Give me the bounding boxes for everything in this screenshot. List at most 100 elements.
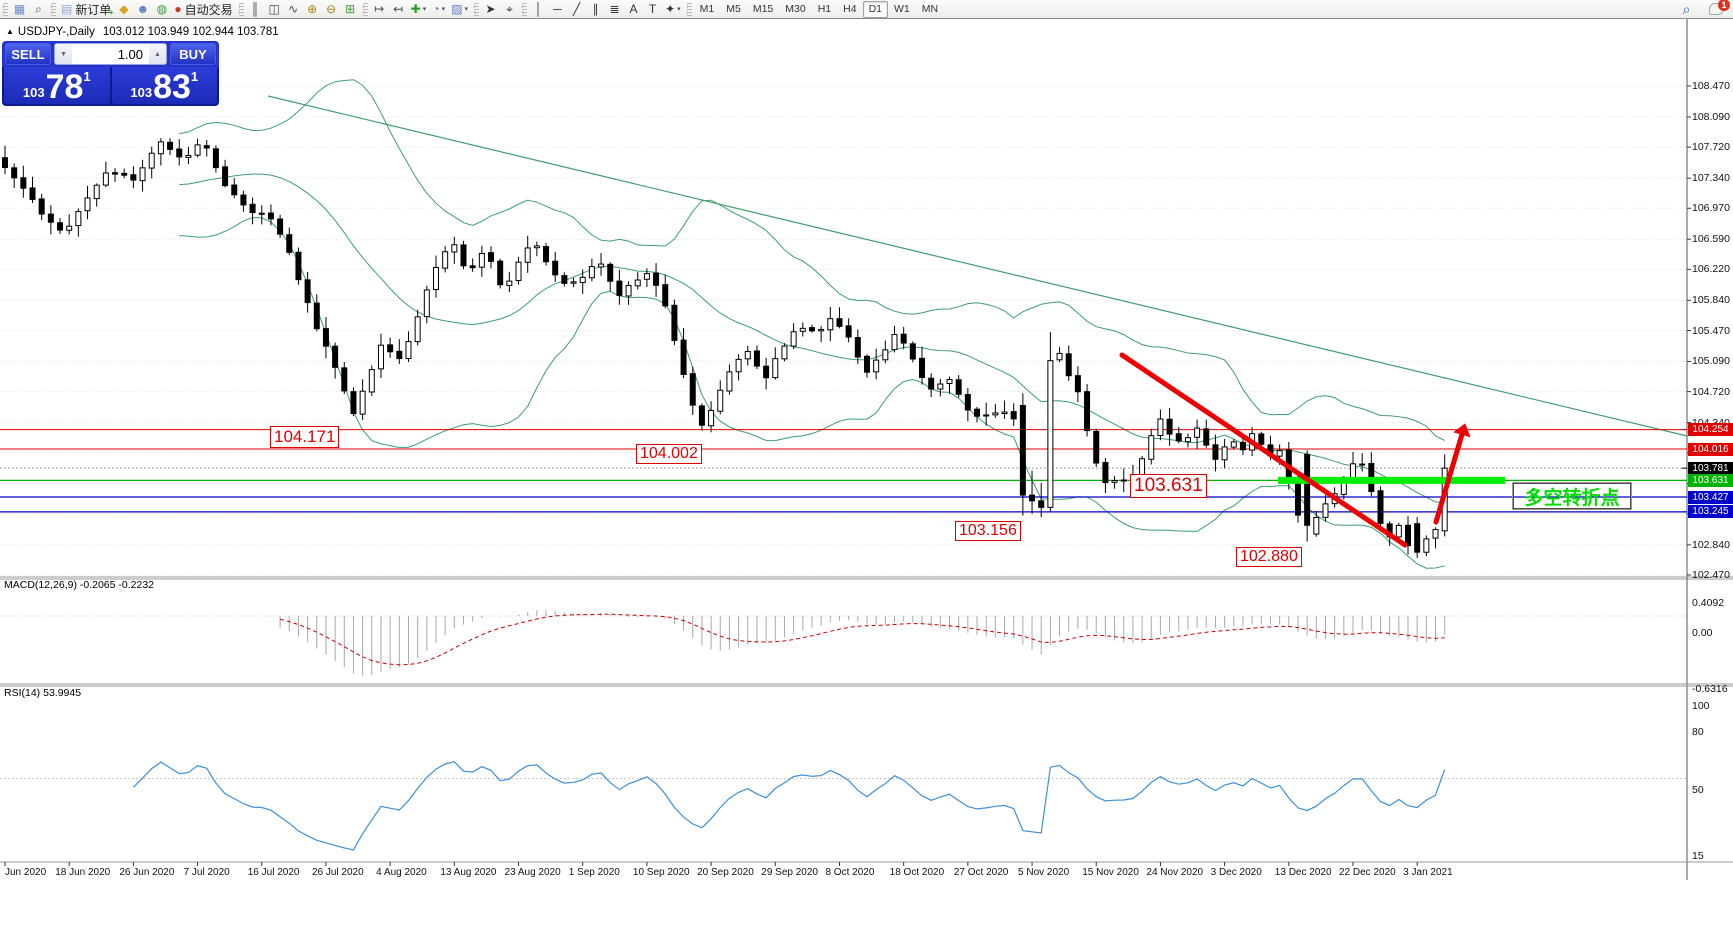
volume-input[interactable]: 1.00 — [117, 46, 143, 62]
timeframe-button-m5[interactable]: M5 — [726, 3, 741, 15]
candle-body — [157, 141, 164, 155]
crosshair-button[interactable]: ⌖ — [500, 1, 519, 18]
candle-body — [1258, 433, 1265, 445]
toolbar-grip — [238, 2, 244, 16]
down-trend-annotation[interactable] — [1119, 352, 1408, 548]
volume-increase-button[interactable]: ▲ — [149, 44, 166, 64]
date-label: 4 Aug 2020 — [376, 867, 427, 878]
channel-button[interactable]: ∥ — [586, 1, 605, 18]
auto-scroll-button[interactable]: ↦ — [370, 1, 389, 18]
date-label: 13 Dec 2020 — [1274, 867, 1332, 878]
rsi-scale-label: 50 — [1692, 784, 1704, 796]
timeframe-button-w1[interactable]: W1 — [894, 3, 910, 15]
autotrade-button[interactable]: ● 自动交易 — [171, 1, 235, 18]
price-tick-label: 105.470 — [1692, 324, 1730, 337]
timeframe-button-d1[interactable]: D1 — [862, 0, 889, 18]
price-level-label[interactable]: 104.002 — [636, 444, 702, 465]
zoom-out-button[interactable]: ⊖ — [322, 1, 341, 18]
chart-window-button[interactable]: ▦ — [10, 1, 29, 18]
periods-button[interactable]: ◔ ▾ — [429, 1, 448, 18]
fibonacci-button[interactable]: ≣ — [605, 1, 624, 18]
date-label: 8 Oct 2020 — [825, 867, 875, 878]
timeframe-button-mn[interactable]: MN — [921, 3, 939, 15]
candle-body — [616, 280, 623, 296]
sell-button[interactable]: SELL — [5, 43, 51, 65]
timeframe-button-h4[interactable]: H4 — [843, 3, 857, 15]
preview-button[interactable]: ⌕ — [29, 1, 48, 18]
candle-body — [543, 246, 550, 263]
macd-scale-label: 0.00 — [1692, 627, 1713, 639]
arrows-button[interactable]: ✦ ▾ — [662, 1, 684, 18]
notifications-button[interactable]: 1 — [1706, 0, 1730, 18]
candlestick-chart-button[interactable]: ◫ — [265, 1, 284, 18]
indicator-paint-icon: ◆ — [119, 2, 129, 16]
zoom-out-icon: ⊖ — [326, 2, 337, 16]
vertical-line-button[interactable]: │ — [529, 1, 548, 18]
candle-body — [139, 167, 146, 182]
price-level-label[interactable]: 103.156 — [955, 521, 1021, 542]
sell-price-box[interactable]: 103 78 1 — [4, 67, 110, 104]
preview-icon: ⌕ — [35, 2, 42, 16]
indicators-button[interactable]: ✚ ▾ — [408, 1, 430, 18]
chart-canvas[interactable] — [0, 19, 1733, 945]
candle-body — [368, 369, 375, 393]
new-order-button[interactable]: ▤ + 新订单 — [58, 1, 114, 18]
line-chart-button[interactable]: ∿ — [284, 1, 303, 18]
trendline-button[interactable]: ╱ — [567, 1, 586, 18]
candle-body — [1184, 437, 1191, 443]
date-label: 15 Nov 2020 — [1082, 867, 1139, 878]
collapse-panel-icon[interactable]: ▲ — [6, 27, 14, 36]
cursor-button[interactable]: ➤ — [481, 1, 500, 18]
chevron-down-icon: ▾ — [441, 6, 446, 13]
indicator-paint-button[interactable]: ◆ — [114, 1, 133, 18]
new-order-icon: ▤ — [61, 2, 73, 16]
ohlc-values: 103.012 103.949 102.944 103.781 — [102, 26, 279, 38]
signal-button[interactable]: ◍ — [152, 1, 171, 18]
buy-button[interactable]: BUY — [170, 43, 216, 65]
zoom-in-button[interactable]: ⊕ — [303, 1, 322, 18]
price-level-label[interactable]: 103.631 — [1130, 474, 1207, 498]
timeframe-button-m15[interactable]: M15 — [752, 3, 774, 15]
bar-chart-button[interactable]: ║ — [246, 1, 265, 18]
candle-body — [359, 390, 366, 415]
profile-button[interactable]: ☻ — [133, 1, 152, 18]
candle-body — [1349, 463, 1356, 479]
tile-windows-button[interactable]: ⊞ — [341, 1, 360, 18]
search-button[interactable]: ⌕ — [1677, 1, 1696, 18]
candle-body — [643, 273, 650, 280]
date-label: 23 Aug 2020 — [504, 867, 561, 878]
descending-trendline[interactable] — [267, 95, 1688, 437]
candle-body — [625, 284, 632, 297]
chart-window[interactable]: ▲ USDJPY-,Daily 103.012 103.949 102.944 10… — [0, 19, 1733, 945]
text-button[interactable]: A — [624, 1, 643, 18]
candle-body — [598, 263, 605, 268]
candle-body — [341, 367, 348, 392]
candle-body — [506, 280, 513, 286]
candle-body — [212, 148, 219, 169]
buy-price-box[interactable]: 103 83 1 — [111, 67, 217, 104]
timeframe-button-h1[interactable]: H1 — [817, 3, 832, 15]
new-order-label: 新订单 — [75, 2, 112, 17]
date-label: 29 Sep 2020 — [761, 867, 818, 878]
up-arrow-annotation[interactable] — [1433, 428, 1466, 525]
reversal-point-annotation[interactable]: 多空转折点 — [1512, 482, 1632, 510]
price-level-label[interactable]: 104.171 — [270, 426, 340, 448]
volume-decrease-button[interactable]: ▼ — [55, 44, 72, 64]
chart-shift-button[interactable]: ↤ — [389, 1, 408, 18]
candle-body — [845, 325, 852, 338]
bull-bear-pivot-zone[interactable] — [1278, 476, 1505, 484]
text-label-button[interactable]: T — [643, 1, 662, 18]
candle-body — [286, 234, 293, 253]
horizontal-line-button[interactable]: ─ — [548, 1, 567, 18]
candle-body — [1322, 503, 1329, 518]
timeframe-button-m30[interactable]: M30 — [785, 3, 806, 15]
candle-body — [313, 302, 320, 330]
price-level-label[interactable]: 102.880 — [1236, 547, 1302, 568]
candle-body — [1111, 480, 1118, 483]
rsi-label: RSI(14) 53.9945 — [4, 687, 82, 699]
templates-button[interactable]: ▨ ▾ — [448, 1, 471, 18]
candle-body — [1166, 418, 1173, 435]
candle-body — [1395, 524, 1402, 538]
timeframe-button-m1[interactable]: M1 — [699, 3, 715, 15]
